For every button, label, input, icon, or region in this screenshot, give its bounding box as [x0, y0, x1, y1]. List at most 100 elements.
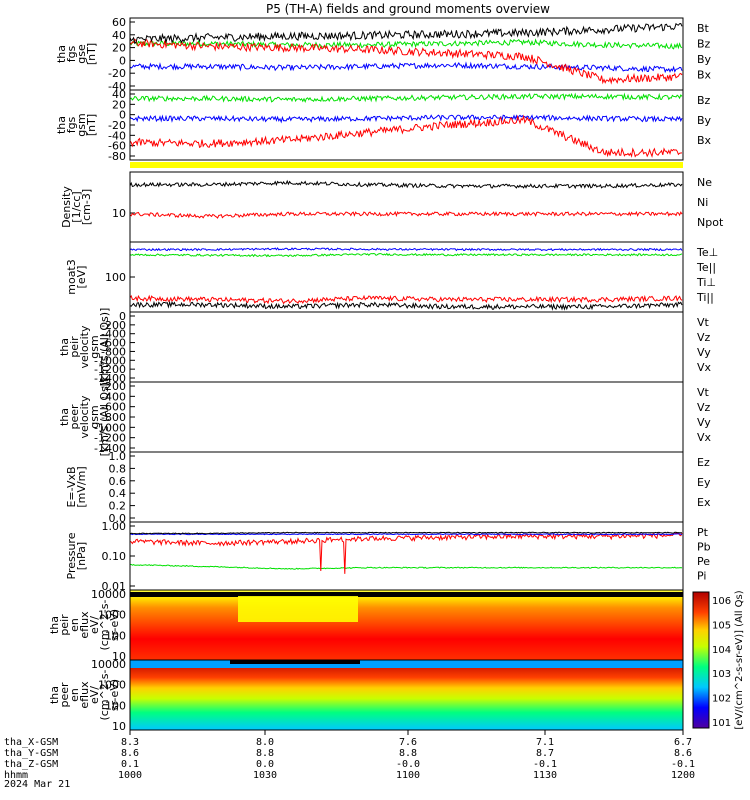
ytick-label: -20 — [108, 119, 126, 132]
panel-frame — [129, 17, 684, 91]
legend-ne: Ne — [697, 176, 712, 189]
panel-peer_v: -200-400-600-800-1000-1200-1400 thapeerve… — [58, 378, 712, 457]
ytick-label: 0 — [119, 310, 126, 323]
ylabel-line: tha — [58, 338, 71, 356]
panel-temp: 100 moat3[eV] Te⊥ Te|| Ti⊥ Ti|| — [65, 241, 718, 313]
ytick-label: -600 — [101, 337, 126, 350]
panel-peir_v: 0-200-400-600-800-1000-1200-1400 thapeirv… — [58, 308, 712, 387]
ylabel-line: gsm — [88, 405, 101, 428]
ytick-label: -800 — [101, 345, 126, 358]
ylabel-line: [km/s (All Qs)] — [98, 378, 111, 457]
ytick-label: 60 — [112, 16, 126, 29]
legend-vx: Vx — [697, 361, 712, 374]
footer: 2024 Mar 21 tha_X-GSM 8.3 8.0 7.6 7.1 6.7 tha_… — [4, 730, 695, 790]
ylabel-line: (cm^2-s- — [98, 670, 111, 721]
legend-pt: Pt — [697, 526, 709, 539]
legend-by: By — [697, 53, 712, 66]
legend-ti||: Ti|| — [696, 291, 714, 304]
legend-vt: Vt — [697, 316, 710, 329]
colorbar-tick: 104 — [712, 645, 731, 656]
series-pi — [130, 533, 683, 536]
spectrogram-gap — [230, 660, 360, 664]
footer-value: 8.6 — [674, 748, 692, 759]
footer-value: 8.0 — [256, 737, 274, 748]
ylabel-line: peer — [68, 404, 81, 430]
legend-bz: Bz — [697, 38, 711, 51]
ylabel-line: velocity — [78, 325, 91, 368]
footer-value: 6.7 — [674, 737, 692, 748]
ytick-label: 0 — [119, 109, 126, 122]
ytick-label: 40 — [112, 88, 126, 101]
ylabel-line: (cm^2-s- — [98, 600, 111, 651]
ylabel-line: eV/ — [88, 686, 101, 704]
ytick-label: -1400 — [94, 372, 126, 385]
ylabel-line: sr-eV) — [108, 609, 121, 641]
panel-density: 10 Density[1/cc][cm-3] Ne Ni Npot — [60, 171, 724, 243]
footer-label: tha_X-GSM — [4, 737, 58, 748]
ylabel-line: peer — [58, 682, 71, 708]
ylabel-line: tha — [48, 686, 61, 704]
ylabel-line: en — [68, 618, 81, 632]
ylabel-line: [mV/m] — [75, 466, 88, 507]
legend-bx: Bx — [697, 134, 712, 147]
ylabel-line: [1/cc] — [70, 191, 83, 222]
footer-value: 8.7 — [536, 748, 554, 759]
series-bz — [129, 38, 683, 85]
series-bz — [129, 114, 683, 158]
panel-frame — [129, 659, 684, 731]
ytick-label: 0.6 — [109, 475, 127, 488]
panel-efield: 1.00.80.60.40.20.0 E=-VxB[mV/m] Ez Ey Ex — [65, 450, 711, 525]
ylabel-line: E=-VxB — [65, 466, 78, 507]
footer-value: 8.8 — [399, 748, 417, 759]
ylabel-line: peir — [58, 614, 71, 636]
ylabel-line: [nT] — [85, 114, 98, 136]
legend-ti⊥: Ti⊥ — [696, 276, 716, 289]
ylabel-line: [eV] — [75, 266, 88, 289]
ylabel-line: peir — [68, 336, 81, 358]
ytick-label: 1000 — [98, 609, 126, 622]
ytick-label: -40 — [108, 80, 126, 93]
ylabel-line: gsm — [75, 113, 88, 136]
footer-value: 8.3 — [121, 737, 139, 748]
ylabel-line: eflux — [78, 611, 91, 639]
ylabel-line: eV/ — [88, 616, 101, 634]
legend-vt: Vt — [697, 386, 710, 399]
ylabel-line: [nPa] — [75, 542, 88, 570]
ylabel-line: fgs — [65, 116, 78, 133]
legend-by: By — [697, 114, 712, 127]
legend-ey: Ey — [697, 476, 711, 489]
ytick-label: -200 — [101, 319, 126, 332]
ytick-label: 100 — [105, 699, 126, 712]
ytick-label: 40 — [112, 29, 126, 42]
ylabel-line: gse — [75, 44, 88, 64]
panel-frame — [129, 311, 684, 383]
colorbar-tick: 106 — [712, 596, 731, 607]
series-bx — [129, 114, 683, 124]
panel-frame — [129, 241, 684, 313]
footer-value: 7.1 — [536, 737, 554, 748]
legend-ex: Ex — [697, 496, 711, 509]
ytick-label: 10 — [112, 720, 126, 733]
footer-date: 2024 Mar 21 — [4, 779, 70, 790]
quality-flag-bar — [130, 162, 683, 168]
colorbar-tick: 102 — [712, 694, 731, 705]
plot-title: P5 (TH-A) fields and ground moments over… — [266, 2, 550, 16]
ytick-label: 0.10 — [102, 550, 127, 563]
ytick-label: 10000 — [91, 658, 126, 671]
panel-frame — [129, 171, 684, 243]
ylabel-line: [cm-3] — [80, 189, 93, 225]
ytick-label: 0.01 — [102, 580, 127, 593]
ylabel-line: fgs — [65, 45, 78, 62]
panel-frame — [129, 451, 684, 523]
ytick-label: 100 — [105, 629, 126, 642]
ytick-label: -600 — [101, 401, 126, 414]
footer-value: 1030 — [253, 770, 277, 781]
series-by — [129, 92, 683, 104]
ylabel-line: sr-eV) — [108, 679, 121, 711]
footer-value: 0.1 — [121, 759, 139, 770]
ylabel-line: en — [68, 688, 81, 702]
ylabel-line: tha — [55, 116, 68, 134]
series-ti-perp — [129, 252, 683, 258]
